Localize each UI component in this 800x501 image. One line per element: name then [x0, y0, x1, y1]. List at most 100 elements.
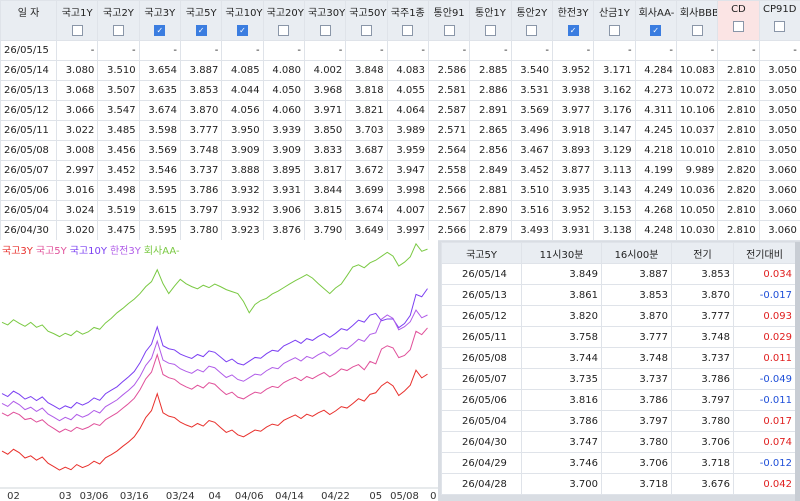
checkbox[interactable] [691, 25, 703, 36]
header-label: 국고1Y [61, 8, 93, 19]
rate-cell: 3.060 [758, 220, 800, 241]
series-line [1, 242, 428, 338]
rate-cell: 3.887 [601, 263, 672, 285]
rate-cell: 3.016 [55, 180, 99, 201]
rate-cell: 3.971 [303, 100, 347, 121]
rate-cell: 3.853 [671, 263, 734, 285]
rate-cell: 3.493 [510, 220, 553, 241]
rate-cell: 3.895 [262, 160, 305, 181]
column-header: 국고20Y [262, 0, 305, 41]
x-tick-label: 02 [7, 491, 20, 501]
rate-cell: 2.997 [55, 160, 99, 181]
rate-cell: - [262, 40, 305, 61]
data-row: 26/05/14 3.080 3.510 3.654 3.887 4.085 4.080 4.… [0, 60, 800, 81]
rate-cell: 4.085 [221, 60, 264, 81]
x-tick-label: 03/16 [120, 491, 149, 501]
checkbox[interactable]: ✓ [195, 25, 207, 36]
checkbox[interactable]: ✓ [236, 25, 248, 36]
rate-cell: 3.456 [97, 140, 140, 161]
checkbox[interactable] [732, 21, 744, 32]
rate-cell: 2.558 [427, 160, 471, 181]
rate-cell: 10.106 [675, 100, 719, 121]
column-header: 회사AA- ✓ [634, 0, 677, 41]
checkbox[interactable] [774, 21, 786, 32]
rate-cell: 3.176 [593, 100, 636, 121]
rate-cell: - [138, 40, 181, 61]
date-cell: 26/05/06 [0, 180, 57, 201]
scrollbar[interactable] [795, 242, 800, 501]
date-cell: 26/05/06 [441, 389, 522, 411]
rate-cell: 3.595 [138, 180, 181, 201]
rate-cell: 3.853 [179, 80, 223, 101]
rate-cell: 3.744 [521, 347, 602, 369]
rate-cell: 3.870 [601, 305, 672, 327]
rate-cell: 3.060 [758, 180, 800, 201]
rate-cell: - [303, 40, 347, 61]
rate-cell: 2.810 [717, 60, 760, 81]
rate-cell: 3.876 [262, 220, 305, 241]
rate-cell: 3.452 [510, 160, 553, 181]
rate-cell: 3.516 [510, 200, 553, 221]
rate-cell: - [427, 40, 471, 61]
checkbox[interactable]: ✓ [567, 25, 579, 36]
checkbox[interactable] [484, 25, 496, 36]
rate-cell: 3.066 [55, 100, 99, 121]
checkbox[interactable]: ✓ [650, 25, 662, 36]
data-row: 26/05/08 3.744 3.748 3.737 0.011 [441, 347, 796, 369]
data-row: 26/05/06 3.816 3.786 3.797 -0.011 [441, 389, 796, 411]
rate-cell: 2.564 [427, 140, 471, 161]
rate-cell: 0.042 [733, 473, 796, 495]
checkbox[interactable]: ✓ [154, 25, 166, 36]
checkbox[interactable] [443, 25, 455, 36]
rate-cell: 4.218 [634, 140, 677, 161]
checkbox[interactable] [608, 25, 620, 36]
rate-cell: 3.818 [345, 80, 388, 101]
rate-cell: 3.700 [521, 473, 602, 495]
rate-cell: 0.029 [733, 326, 796, 348]
rate-cell: 3.870 [179, 100, 223, 121]
rate-cell: -0.011 [733, 389, 796, 411]
date-cell: 26/05/12 [0, 100, 57, 121]
checkbox[interactable] [360, 25, 372, 36]
header-label: 국고50Y [349, 8, 387, 19]
rate-cell: 3.748 [179, 140, 223, 161]
rate-cell: 4.248 [634, 220, 677, 241]
rate-cell: - [55, 40, 99, 61]
rate-cell: 3.797 [671, 389, 734, 411]
rate-cell: 3.162 [593, 80, 636, 101]
rate-cell: 3.989 [386, 120, 429, 141]
data-row: 26/05/08 3.008 3.456 3.569 3.748 3.909 3.909 3.… [0, 140, 800, 161]
rate-cell: 3.569 [138, 140, 181, 161]
header-label: 회사AA- [638, 8, 675, 19]
rate-cell: 3.050 [758, 120, 800, 141]
rate-cell: 3.844 [303, 180, 347, 201]
rate-cell: 3.932 [221, 180, 264, 201]
rate-cell: -0.049 [733, 368, 796, 390]
rate-table: 일 자 국고1Y 국고2Y 국고3Y ✓ 국고5Y ✓ 국고10Y ✓ 국고20Y 국고30Y 국고5… [0, 0, 800, 241]
rate-cell: 3.060 [758, 200, 800, 221]
rate-cell: 3.595 [138, 220, 181, 241]
checkbox[interactable] [526, 25, 538, 36]
checkbox[interactable] [71, 25, 83, 36]
checkbox[interactable] [319, 25, 331, 36]
date-cell: 26/05/04 [0, 200, 57, 221]
rate-cell: 2.581 [427, 80, 471, 101]
rate-cell: 3.786 [671, 368, 734, 390]
rate-cell: 3.129 [593, 140, 636, 161]
rate-cell: 10.036 [675, 180, 719, 201]
rate-cell: 2.856 [469, 140, 512, 161]
header-label: 통안1Y [475, 8, 506, 19]
date-cell: 26/04/28 [441, 473, 522, 495]
rate-cell: 4.311 [634, 100, 677, 121]
rate-cell: 4.002 [303, 60, 347, 81]
rate-cell: 3.893 [551, 140, 595, 161]
rate-cell: 3.931 [551, 220, 595, 241]
checkbox[interactable] [402, 25, 414, 36]
header-label: 국고30Y [307, 8, 346, 19]
checkbox[interactable] [278, 25, 290, 36]
data-row: 26/05/15- - - - - - - - - - - - - - - - - - [0, 40, 800, 61]
rate-cell: 3.687 [345, 140, 388, 161]
checkbox[interactable] [112, 25, 124, 36]
x-tick-label: 03/24 [166, 491, 195, 501]
rate-cell: 2.820 [717, 180, 760, 201]
